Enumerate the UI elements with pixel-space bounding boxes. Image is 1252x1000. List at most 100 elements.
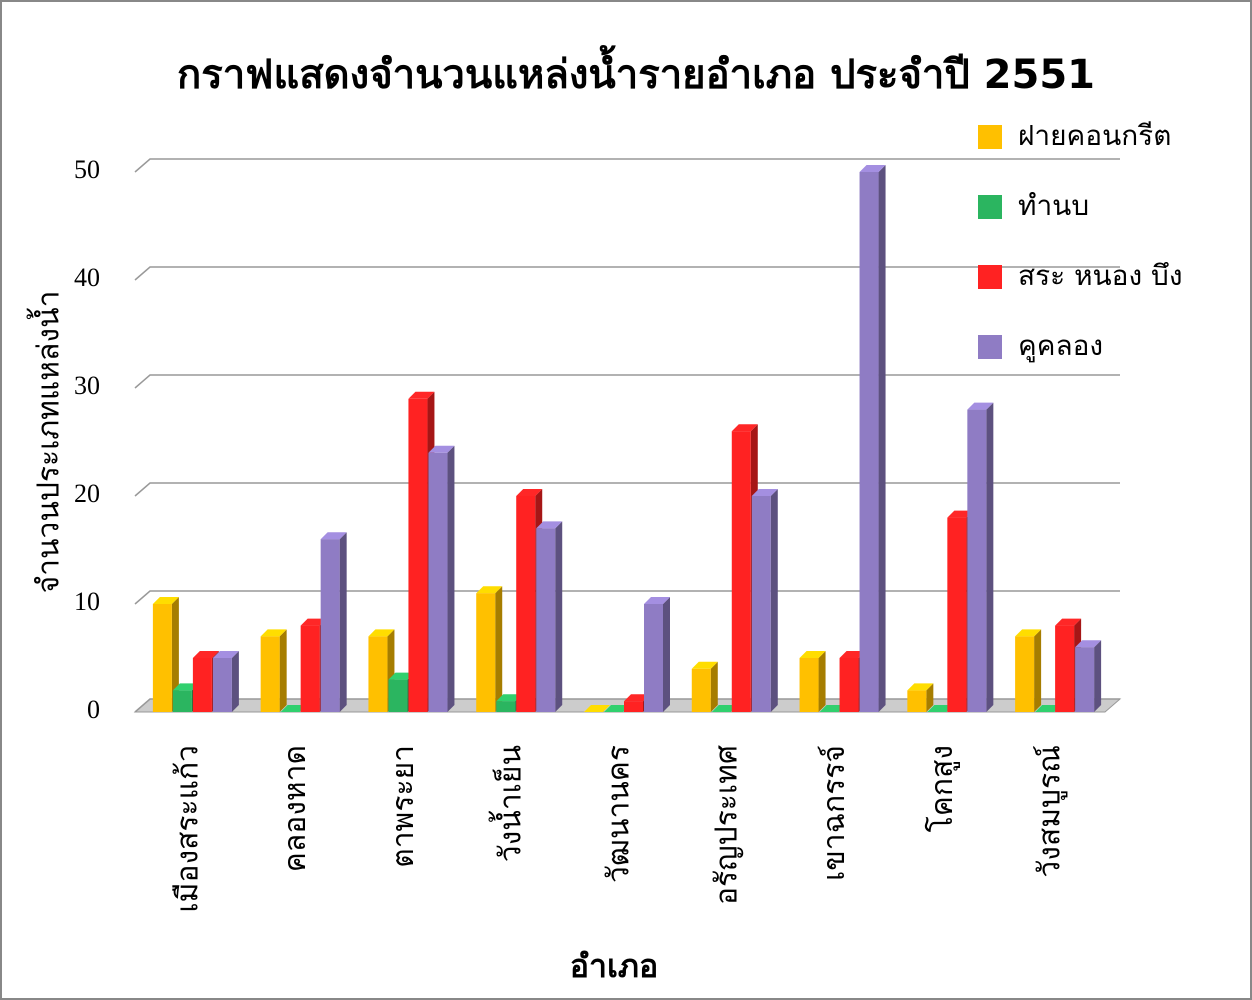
bar-front (731, 431, 751, 712)
grid-line (134, 482, 1120, 497)
y-tick-label: 30 (74, 371, 100, 400)
bar-top (280, 705, 307, 712)
bar-top (320, 532, 347, 540)
bar-front (408, 398, 428, 712)
legend-swatch (978, 195, 1002, 219)
bar (1035, 705, 1062, 712)
bar-top (260, 629, 287, 637)
bar-top (907, 683, 934, 691)
bar-front (839, 658, 859, 712)
y-axis-label: จำนวนประเภทแหล่งน้ำ (27, 291, 67, 594)
bar-top (839, 651, 866, 658)
legend-swatch (978, 265, 1002, 289)
bar (584, 705, 610, 712)
bar (152, 597, 179, 712)
bar-front (691, 668, 711, 712)
bar (711, 705, 738, 712)
legend-label: สระ หนอง บึง (1018, 259, 1183, 292)
y-tick-label: 0 (87, 695, 100, 724)
x-tick-label: เขาฉกรรจ์ (817, 745, 852, 881)
bar-top (300, 618, 327, 626)
bar-side (1094, 640, 1102, 712)
legend-label: ฝายคอนกรีต (1018, 119, 1171, 152)
bar-top (947, 510, 974, 518)
bar-top (604, 705, 630, 712)
bar-front (1015, 636, 1035, 712)
bar-top (152, 597, 179, 604)
bar (819, 705, 846, 712)
bar-side (171, 597, 179, 712)
bar-side (279, 629, 287, 712)
grid-line (134, 374, 1120, 389)
bar-front (388, 679, 408, 712)
bar (604, 705, 630, 712)
bar-front (212, 658, 232, 712)
bar (691, 661, 718, 712)
legend-label: คูคลอง (1018, 329, 1103, 363)
grid-line (134, 158, 1120, 173)
bar-top (859, 165, 886, 172)
bar-top (212, 651, 239, 658)
bar-front (1055, 625, 1075, 712)
bar-front (172, 690, 192, 712)
bar-front (152, 604, 172, 712)
bar (536, 521, 563, 712)
bar-side (339, 532, 347, 712)
bar-top (1055, 618, 1082, 626)
bar-front (320, 539, 340, 712)
bar-front (967, 409, 987, 712)
bar (859, 165, 886, 712)
bar-side (231, 651, 239, 712)
bar-side (1034, 629, 1042, 712)
bar-front (260, 636, 280, 712)
bar-front (751, 496, 771, 712)
bar-top (172, 683, 199, 691)
x-tick-label: เมืองสระแก้ว (170, 745, 205, 913)
bar-top (388, 672, 415, 680)
bar (927, 705, 954, 712)
y-tick-label: 50 (74, 155, 100, 184)
bar-top (192, 651, 219, 658)
x-tick-label: โคกสูง (924, 745, 960, 832)
bar (212, 651, 239, 712)
bar-top (428, 445, 455, 453)
bar (1075, 640, 1102, 712)
bar-front (624, 701, 643, 712)
bar-top (516, 489, 543, 496)
bar-top (711, 705, 738, 712)
y-tick-label: 10 (74, 587, 100, 616)
bar-top (368, 629, 395, 637)
bar-front (476, 593, 496, 712)
chart-title: กราฟแสดงจำนวนแหล่งน้ำรายอำเภอ ประจำปี 25… (177, 45, 1095, 98)
bar-side (663, 597, 670, 712)
bar (799, 651, 826, 712)
bar-top (644, 597, 670, 604)
bar (967, 402, 994, 712)
x-tick-label: ตาพระยา (386, 745, 421, 868)
bar-top (536, 521, 563, 529)
bar-top (624, 694, 650, 702)
bar (1015, 629, 1042, 712)
bar-side (555, 521, 563, 712)
x-axis-label: อำเภอ (570, 947, 658, 985)
legend-swatch (978, 335, 1002, 359)
bar-side (878, 165, 886, 712)
x-tick-label: วัฒนานคร (602, 745, 637, 883)
bar-side (495, 586, 503, 712)
grid-line (134, 590, 1120, 605)
bar-top (799, 651, 826, 658)
bar-front (907, 690, 927, 712)
bar (907, 683, 934, 712)
bar-side (818, 651, 826, 712)
grid-line (134, 266, 1120, 281)
bar-front (368, 636, 388, 712)
bar-front (947, 517, 967, 712)
legend-swatch (978, 125, 1002, 149)
bar-front (536, 528, 556, 712)
bar-front (428, 452, 448, 712)
bar (644, 597, 670, 712)
bar-top (819, 705, 846, 712)
bar-front (799, 658, 819, 712)
bar-top (408, 391, 435, 399)
